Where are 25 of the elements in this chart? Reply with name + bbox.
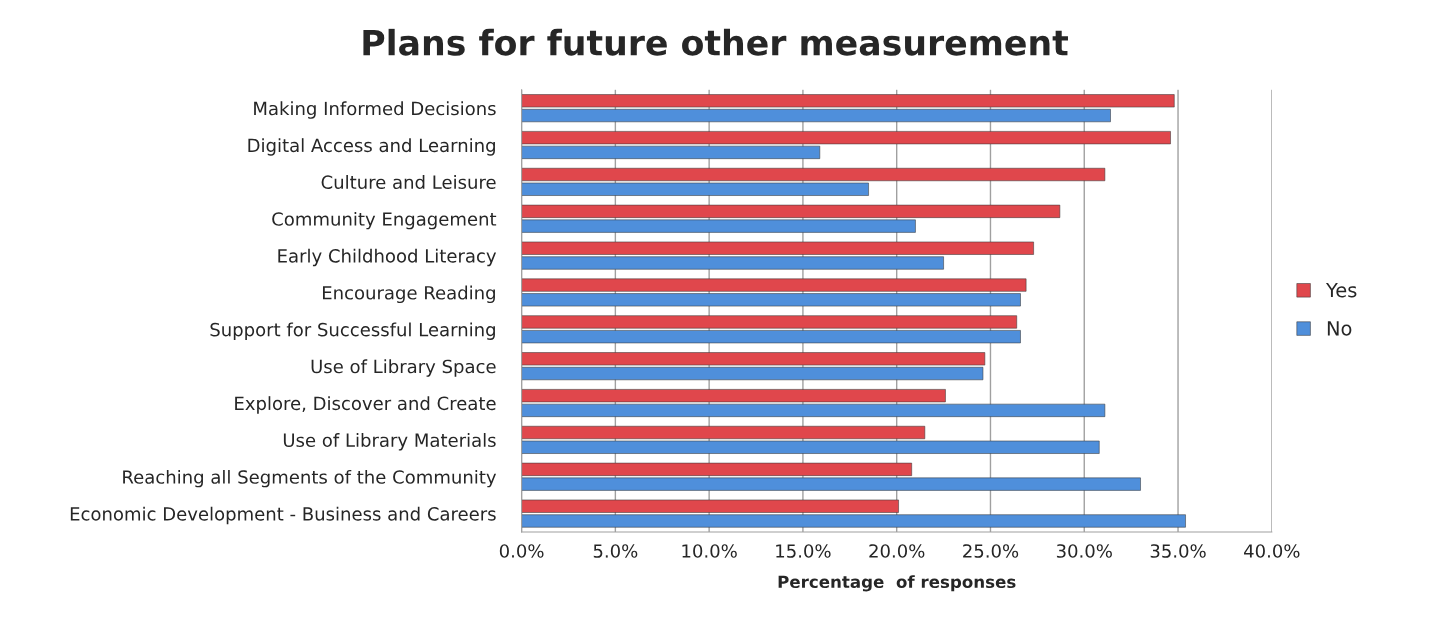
y-tick-label: Making Informed Decisions <box>254 101 496 119</box>
y-tick-label: Reaching all Segments of the Community <box>123 469 497 488</box>
x-tick-label: 15.0% <box>776 544 831 558</box>
y-tick-label: Digital Access and Learning <box>248 138 495 156</box>
x-tick-label: 30.0% <box>1056 544 1112 558</box>
x-tick-label: 5.0% <box>593 544 638 558</box>
x-axis-title: Percentage of responses <box>778 575 1016 592</box>
x-tick-label: 20.0% <box>869 544 925 558</box>
x-tick-label: 40.0% <box>1244 544 1300 558</box>
x-tick-label: 25.0% <box>963 544 1019 558</box>
y-tick-label: Explore, Discover and Create <box>235 396 496 414</box>
y-tick-label: Use of Library Space <box>311 359 496 377</box>
y-tick-label: Economic Development - Business and Careers <box>70 506 496 525</box>
x-tick-label: 10.0% <box>682 544 737 558</box>
y-tick-label: Use of Library Materials <box>283 433 496 451</box>
x-tick-label: 35.0% <box>1150 544 1206 558</box>
chart-title: Plans for future other measurement <box>363 28 1068 56</box>
x-tick-label: 0.0% <box>499 544 544 558</box>
y-tick-label: Encourage Reading <box>323 285 495 304</box>
y-tick-label: Community Engagement <box>272 211 497 230</box>
y-tick-label: Support for Successful Learning <box>210 322 495 340</box>
legend-label: No <box>1327 321 1352 336</box>
legend-label: Yes <box>1325 282 1357 298</box>
y-tick-label: Culture and Leisure <box>321 175 496 189</box>
y-tick-label: Early Childhood Literacy <box>278 248 497 267</box>
